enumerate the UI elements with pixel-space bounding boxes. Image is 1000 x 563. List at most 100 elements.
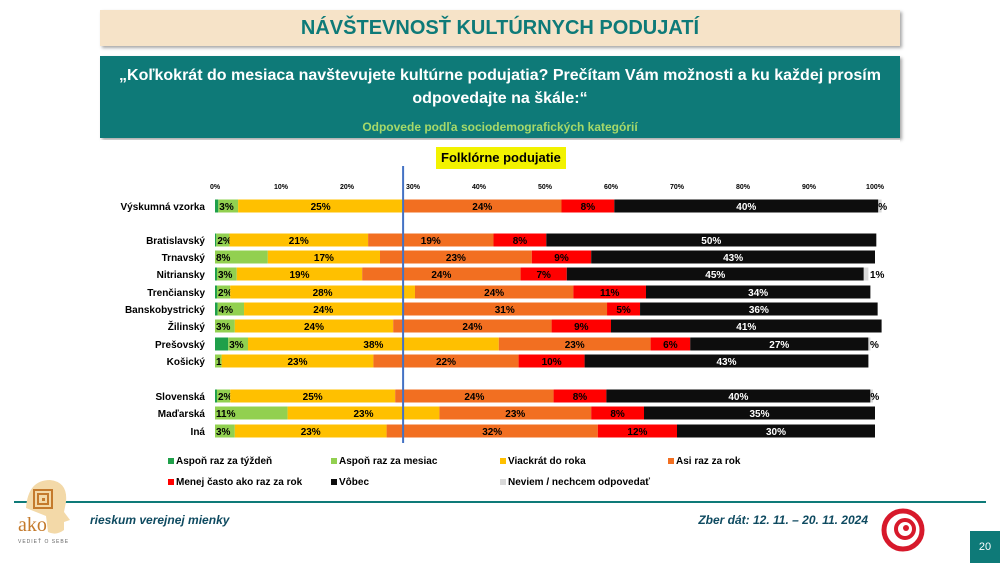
spiral-logo-icon bbox=[881, 508, 925, 552]
bar-segment bbox=[520, 267, 567, 281]
bar-segment bbox=[215, 285, 217, 299]
data-label: 3% bbox=[229, 340, 244, 351]
x-tick-label: 0% bbox=[210, 184, 221, 191]
data-label: 45% bbox=[705, 270, 725, 281]
data-label: 36% bbox=[749, 305, 769, 316]
bar-segment bbox=[640, 302, 878, 316]
bar-segment bbox=[677, 424, 875, 438]
question-subtitle: Odpovede podľa sociodemografických kateg… bbox=[362, 120, 638, 134]
bar-segment bbox=[380, 250, 532, 264]
legend-label: Asi raz za rok bbox=[676, 456, 741, 467]
data-label: 4% bbox=[219, 305, 234, 316]
category-label: Maďarská bbox=[158, 409, 206, 420]
category-label: Výskumná vzorka bbox=[121, 202, 206, 213]
data-label: 21% bbox=[289, 236, 309, 247]
data-label: 23% bbox=[565, 340, 585, 351]
bar-segment bbox=[561, 199, 615, 213]
page-number: 20 bbox=[970, 531, 1000, 563]
legend-label: Menej často ako raz za rok bbox=[176, 477, 303, 488]
data-label: 23% bbox=[301, 427, 321, 438]
bar-segment bbox=[614, 199, 879, 213]
data-label: 3% bbox=[218, 270, 233, 281]
legend-swatch bbox=[331, 458, 337, 464]
data-label: 25% bbox=[311, 202, 331, 213]
data-label: 8% bbox=[610, 409, 625, 420]
data-label: 40% bbox=[728, 392, 748, 403]
legend-swatch bbox=[168, 479, 174, 485]
bar-segment bbox=[870, 389, 874, 403]
bar-segment bbox=[228, 337, 248, 351]
data-label: 3% bbox=[216, 427, 231, 438]
bar-segment bbox=[215, 406, 288, 420]
bar-segment bbox=[498, 337, 651, 351]
data-label: 24% bbox=[431, 270, 451, 281]
bar-segment bbox=[215, 233, 217, 247]
data-label: 24% bbox=[472, 202, 492, 213]
chart-title: Folklórne podujatie bbox=[436, 147, 566, 169]
category-label: Trnavský bbox=[162, 253, 206, 264]
bar-segment bbox=[553, 389, 607, 403]
legend-label: Vôbec bbox=[339, 477, 369, 488]
category-label: Slovenská bbox=[156, 392, 206, 403]
data-label: 8% bbox=[581, 202, 596, 213]
footer-date-range: Zber dát: 12. 11. – 20. 11. 2024 bbox=[698, 513, 868, 527]
data-label: 24% bbox=[464, 392, 484, 403]
bar-segment bbox=[238, 199, 404, 213]
category-label: Iná bbox=[191, 427, 206, 438]
category-label: Prešovský bbox=[155, 340, 205, 351]
bar-segment bbox=[863, 267, 869, 281]
bar-segment bbox=[217, 302, 245, 316]
data-label: % bbox=[870, 340, 879, 351]
bar-segment bbox=[386, 424, 598, 438]
bar-segment bbox=[215, 302, 218, 316]
data-label: 11% bbox=[600, 288, 620, 299]
data-label: 40% bbox=[736, 202, 756, 213]
data-label: 32% bbox=[482, 427, 502, 438]
bar-segment bbox=[584, 354, 869, 368]
ako-logo-icon bbox=[26, 480, 70, 534]
bar-segment bbox=[373, 354, 519, 368]
data-label: 22% bbox=[436, 357, 456, 368]
data-label: 35% bbox=[749, 409, 769, 420]
x-tick-label: 20% bbox=[340, 184, 355, 191]
data-label: 19% bbox=[289, 270, 309, 281]
bar-segment bbox=[591, 250, 875, 264]
bar-segment bbox=[878, 199, 882, 213]
legend-swatch bbox=[168, 458, 174, 464]
title-band: NÁVŠTEVNOSŤ KULTÚRNYCH PODUJATÍ bbox=[100, 10, 900, 46]
category-label: Bratislavský bbox=[146, 236, 205, 247]
data-label: 31% bbox=[495, 305, 515, 316]
bar-segment bbox=[244, 302, 403, 316]
bar-segment bbox=[216, 267, 237, 281]
x-tick-label: 50% bbox=[538, 184, 553, 191]
bar-segment bbox=[215, 424, 235, 438]
data-label: 43% bbox=[723, 253, 743, 264]
category-label: Žilinský bbox=[168, 320, 206, 333]
data-label: 27% bbox=[769, 340, 789, 351]
bar-segment bbox=[215, 337, 229, 351]
data-label: 41% bbox=[736, 322, 756, 333]
data-label: 2% bbox=[218, 392, 233, 403]
data-label: 12% bbox=[627, 427, 647, 438]
question-band: „Koľkokrát do mesiaca navštevujete kultú… bbox=[100, 56, 900, 138]
bar-segment bbox=[234, 424, 387, 438]
x-tick-label: 90% bbox=[802, 184, 817, 191]
category-label: Nitriansky bbox=[157, 270, 206, 281]
data-label: 2% bbox=[217, 236, 232, 247]
bar-segment bbox=[229, 233, 369, 247]
bar-segment bbox=[368, 233, 494, 247]
bar-segment bbox=[644, 406, 875, 420]
data-label: 8% bbox=[573, 392, 588, 403]
bar-segment bbox=[551, 319, 611, 333]
bar-segment bbox=[607, 302, 641, 316]
question-text: „Koľkokrát do mesiaca navštevujete kultú… bbox=[119, 67, 881, 107]
bar-segment bbox=[518, 354, 585, 368]
bar-segment bbox=[215, 250, 268, 264]
data-label: 2% bbox=[218, 288, 233, 299]
bar-segment bbox=[546, 233, 877, 247]
bar-segment bbox=[591, 406, 644, 420]
data-label: 34% bbox=[748, 288, 768, 299]
category-label: Banskobystrický bbox=[125, 305, 205, 316]
data-label: 8% bbox=[513, 236, 528, 247]
